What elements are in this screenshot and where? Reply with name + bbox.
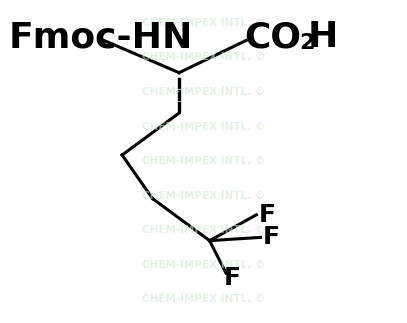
Text: Fmoc-HN: Fmoc-HN (8, 20, 193, 54)
Text: CHEM-IMPEX INTL. ©: CHEM-IMPEX INTL. © (142, 52, 265, 62)
Text: CHEM-IMPEX INTL. ©: CHEM-IMPEX INTL. © (142, 87, 265, 97)
Text: CHEM-IMPEX INTL. ©: CHEM-IMPEX INTL. © (142, 191, 265, 200)
Text: 2: 2 (299, 33, 315, 53)
Text: CO: CO (244, 20, 301, 54)
Text: H: H (307, 20, 338, 54)
Text: F: F (224, 266, 241, 290)
Text: CHEM-IMPEX INTL. ©: CHEM-IMPEX INTL. © (142, 225, 265, 235)
Text: CHEM-IMPEX INTL. ©: CHEM-IMPEX INTL. © (142, 121, 265, 131)
Text: CHEM-IMPEX INTL. ©: CHEM-IMPEX INTL. © (142, 18, 265, 27)
Text: CHEM-IMPEX INTL. ©: CHEM-IMPEX INTL. © (142, 156, 265, 166)
Text: F: F (258, 203, 276, 227)
Text: F: F (263, 225, 280, 249)
Text: CHEM-IMPEX INTL. ©: CHEM-IMPEX INTL. © (142, 260, 265, 269)
Text: CHEM-IMPEX INTL. ©: CHEM-IMPEX INTL. © (142, 294, 265, 304)
